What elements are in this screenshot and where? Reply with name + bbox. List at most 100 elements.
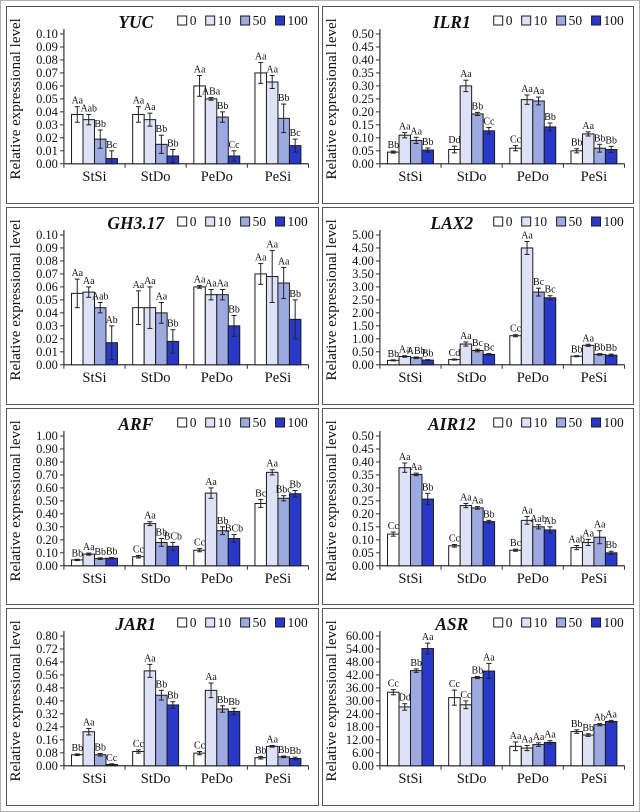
legend-swatch	[555, 617, 566, 628]
legend-label: 0	[505, 13, 512, 28]
legend-swatch	[520, 417, 531, 428]
y-tick-label: 0.10	[36, 27, 58, 41]
legend-swatch	[520, 15, 531, 26]
legend-item: 0	[177, 415, 197, 430]
bar	[254, 273, 267, 366]
legend-item: 0	[177, 13, 197, 28]
bar	[508, 334, 522, 366]
y-tick-label: 12.00	[345, 733, 373, 747]
chart-svg: Relative expressional level 0.000.080.160…	[8, 614, 310, 787]
x-category-label: PeSi	[265, 570, 292, 586]
legend-swatch	[590, 216, 601, 227]
y-tick-label: 36.00	[345, 681, 373, 695]
significance-label: Cc	[387, 521, 399, 532]
x-category-label: PeDo	[516, 169, 548, 185]
legend-label: 50	[253, 13, 267, 28]
significance-label: BCb	[225, 523, 243, 534]
legend-swatch	[177, 617, 188, 628]
legend-label: 0	[190, 13, 197, 28]
significance-label: Ab	[106, 315, 118, 326]
legend-label: 50	[253, 615, 267, 630]
chart-title: ILR1	[431, 12, 470, 32]
legend-swatch	[590, 417, 601, 428]
significance-label: Bb	[289, 289, 301, 300]
significance-label: Aa	[194, 274, 206, 285]
legend-swatch	[177, 15, 188, 26]
legend-label: 100	[603, 615, 623, 630]
legend-swatch	[240, 617, 251, 628]
y-tick-label: 0.90	[36, 441, 58, 455]
y-tick-label: 60.00	[345, 629, 373, 643]
significance-label: Bb	[156, 680, 168, 691]
y-tick-label: 42.00	[345, 668, 373, 682]
chart-svg: Relative expressional level 0.000.100.200…	[8, 413, 310, 586]
bar	[82, 291, 95, 366]
y-tick-label: 0.45	[352, 441, 374, 455]
legend-label: 100	[603, 415, 623, 430]
chart-panel-asr: Relative expressional level 0.00 6.00 12.00…	[321, 608, 634, 806]
significance-label: Aa	[532, 86, 544, 97]
legend-swatch	[275, 417, 286, 428]
y-tick-label: 0.80	[36, 629, 58, 643]
bar	[482, 353, 495, 366]
significance-label: Aa	[133, 280, 145, 291]
significance-label: Bb	[94, 546, 106, 557]
y-tick-label: 0.05	[36, 92, 58, 106]
significance-label: Bc	[532, 277, 544, 288]
y-tick-label: 0.25	[352, 92, 374, 106]
significance-label: Aa	[266, 735, 278, 746]
y-tick-label: 0.32	[36, 707, 58, 721]
legend-label: 10	[218, 13, 232, 28]
x-category-label: StSi	[398, 370, 422, 386]
legend-label: 0	[505, 415, 512, 430]
legend-swatch	[177, 417, 188, 428]
significance-label: Bc	[483, 342, 495, 353]
significance-label: Bb	[156, 527, 168, 538]
significance-label: Bb	[421, 482, 433, 493]
legend-label: 100	[288, 615, 308, 630]
legend-item: 100	[275, 415, 308, 430]
legend-label: 50	[568, 415, 582, 430]
legend-item: 0	[492, 415, 512, 430]
significance-label: Bb	[605, 135, 617, 146]
legend-item: 10	[205, 415, 231, 430]
y-tick-label: 0.56	[36, 668, 58, 682]
chart-panel-yuc: Relative expressional level 0.00 0.01 0.02 0…	[6, 6, 319, 204]
y-axis-label: Relative expressional level	[323, 620, 339, 781]
significance-label: Aa	[460, 69, 472, 80]
significance-label: Cc	[510, 135, 522, 146]
chart-title: AIR12	[427, 413, 476, 433]
significance-label: Cc	[194, 537, 206, 548]
significance-label: Bb	[421, 348, 433, 359]
legend-item: 50	[555, 13, 582, 28]
bar	[277, 497, 290, 566]
legend-item: 10	[205, 13, 232, 28]
significance-label: Aa	[544, 730, 556, 741]
y-tick-label: 0.25	[352, 493, 374, 507]
y-tick-label: 0.20	[36, 532, 58, 546]
significance-label: Bb	[387, 140, 399, 151]
significance-label: Bc	[510, 538, 522, 549]
x-category-label: PeDo	[516, 771, 548, 787]
x-category-label: StDo	[456, 771, 486, 787]
y-tick-label: 0.30	[36, 519, 58, 533]
legend-item: 100	[275, 615, 308, 630]
legend-item: 50	[240, 13, 267, 28]
significance-label: Bb	[570, 719, 582, 730]
chart-title: LAX2	[429, 213, 473, 233]
legend-item: 10	[520, 13, 547, 28]
y-tick-label: 1.50	[352, 319, 374, 333]
legend-swatch	[555, 216, 566, 227]
significance-label: Bb	[421, 137, 433, 148]
y-tick-label: 0.02	[36, 332, 58, 346]
y-tick-label: 0.64	[36, 655, 59, 669]
bar	[543, 528, 556, 566]
bar	[93, 306, 107, 366]
bar	[386, 151, 400, 165]
significance-label: Bb	[278, 93, 290, 104]
bar	[82, 119, 95, 165]
significance-label: Cd	[448, 348, 460, 359]
legend-swatch	[240, 216, 251, 227]
y-tick-label: 54.00	[345, 642, 373, 656]
bar	[288, 492, 302, 566]
